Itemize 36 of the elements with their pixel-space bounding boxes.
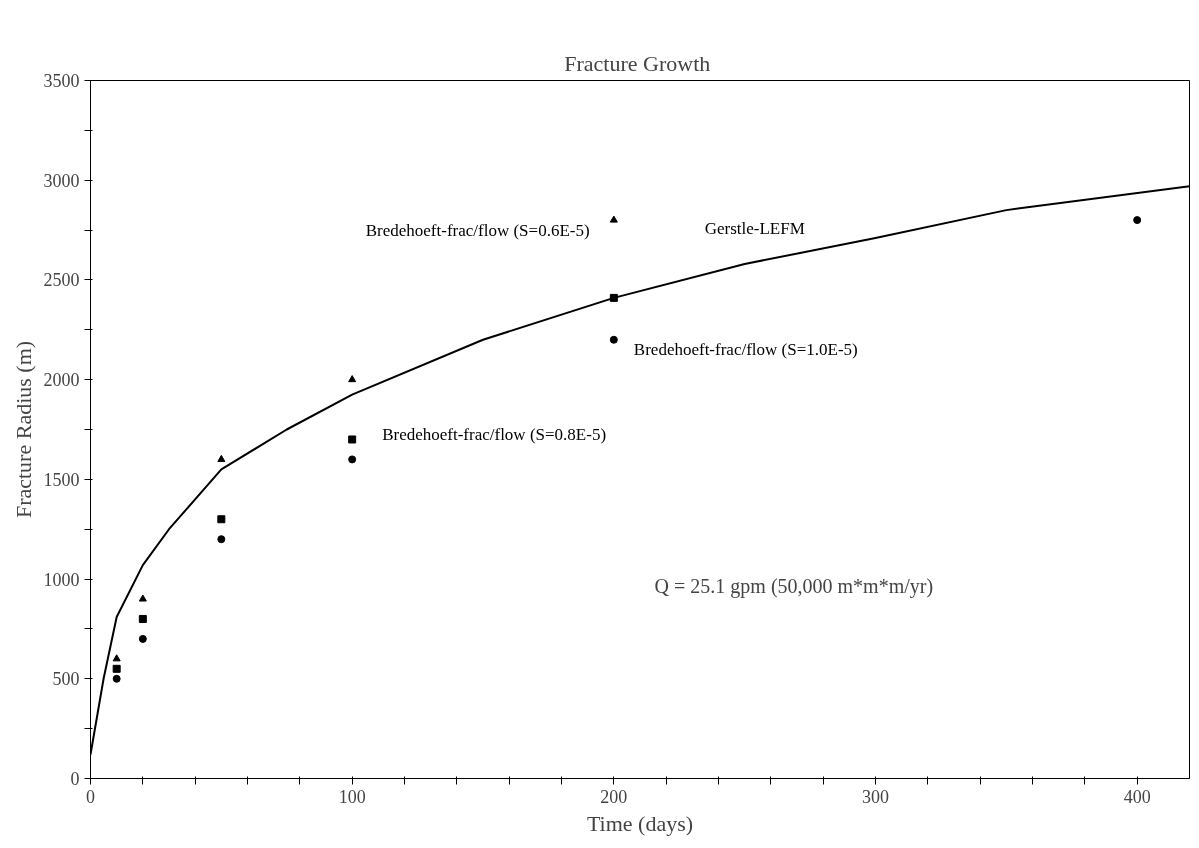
point <box>609 335 618 344</box>
point <box>348 455 357 464</box>
point <box>112 674 121 683</box>
y-tick-label: 500 <box>52 669 80 690</box>
point <box>112 654 121 662</box>
x-tick-label: 0 <box>86 786 95 807</box>
annotation: Q = 25.1 gpm (50,000 m*m*m/yr) <box>654 575 934 599</box>
x-axis-title: Time (days) <box>586 810 694 836</box>
y-tick-label: 0 <box>70 769 80 789</box>
x-tick-label: 400 <box>1123 786 1151 807</box>
point <box>217 515 226 524</box>
y-tick-label: 3500 <box>43 71 80 91</box>
point <box>1133 216 1142 225</box>
point <box>217 454 226 462</box>
x-tick-label: 100 <box>338 786 366 807</box>
series-label: Bredehoeft-frac/flow (S=0.8E-5) <box>382 424 607 444</box>
y-tick-label: 3000 <box>43 170 80 191</box>
y-axis-title: Fracture Radius (m) <box>10 340 36 519</box>
series-label: Gerstle-LEFM <box>704 219 805 239</box>
series-label: Bredehoeft-frac/flow (S=1.0E-5) <box>633 340 858 360</box>
x-tick-label: 200 <box>600 786 628 807</box>
chart-title: Fracture Growth <box>564 50 711 76</box>
y-tick-label: 1000 <box>43 569 80 590</box>
y-tick-label: 1500 <box>43 469 80 490</box>
series-label: Bredehoeft-frac/flow (S=0.6E-5) <box>365 220 590 240</box>
point <box>138 594 147 602</box>
point <box>138 634 147 643</box>
point <box>217 535 226 544</box>
point <box>112 664 121 673</box>
y-tick-label: 2000 <box>43 370 80 391</box>
point <box>138 614 147 623</box>
point <box>609 215 618 223</box>
point <box>348 375 357 383</box>
point <box>348 435 357 444</box>
y-tick-label: 2500 <box>43 270 80 291</box>
x-tick-label: 300 <box>862 786 889 807</box>
